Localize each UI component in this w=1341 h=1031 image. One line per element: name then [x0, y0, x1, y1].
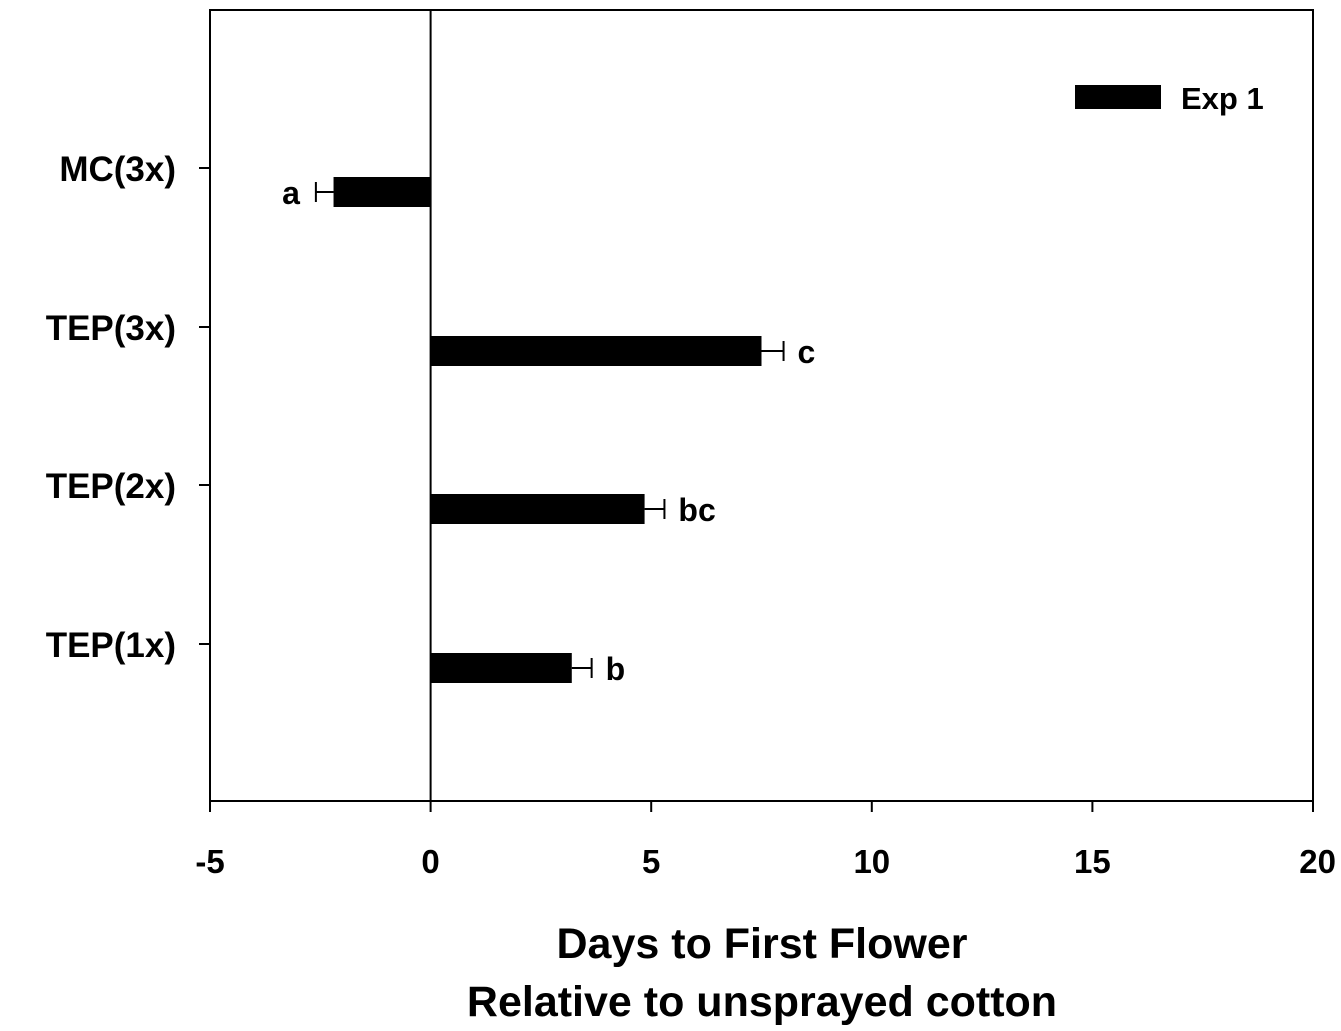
y-axis-categories: MC(3x) TEP(3x) TEP(2x) TEP(1x) [46, 150, 210, 665]
bar [430, 336, 762, 366]
x-tick-label: 15 [1074, 843, 1111, 880]
significance-label: c [798, 334, 816, 370]
category-label: TEP(2x) [46, 467, 176, 506]
significance-label: b [606, 651, 626, 687]
category-label: TEP(3x) [46, 309, 176, 348]
legend-swatch [1075, 85, 1161, 109]
x-tick-label: -5 [195, 843, 224, 880]
plot-frame [209, 9, 1314, 802]
plot-border [209, 9, 1314, 802]
significance-label: bc [678, 492, 715, 528]
significance-label: a [282, 175, 300, 211]
x-tick-label: 20 [1299, 843, 1336, 880]
legend-label-exp-1: Exp 1 [1181, 81, 1264, 116]
bars: a c bc b [282, 175, 815, 687]
x-tick-label: 5 [642, 843, 660, 880]
x-tick-label: 0 [421, 843, 439, 880]
bar [430, 653, 572, 683]
category-label: MC(3x) [59, 150, 176, 189]
x-tick-label: 10 [853, 843, 890, 880]
category-label: TEP(1x) [46, 626, 176, 665]
bar [430, 494, 645, 524]
legend: Exp 1 [1075, 81, 1264, 116]
x-axis-title-line-1: Days to First Flower [557, 920, 968, 968]
x-axis-ticks: -5 0 5 10 15 20 [195, 801, 1336, 880]
x-axis-title-line-2: Relative to unsprayed cotton [467, 978, 1057, 1026]
bar [333, 177, 431, 207]
